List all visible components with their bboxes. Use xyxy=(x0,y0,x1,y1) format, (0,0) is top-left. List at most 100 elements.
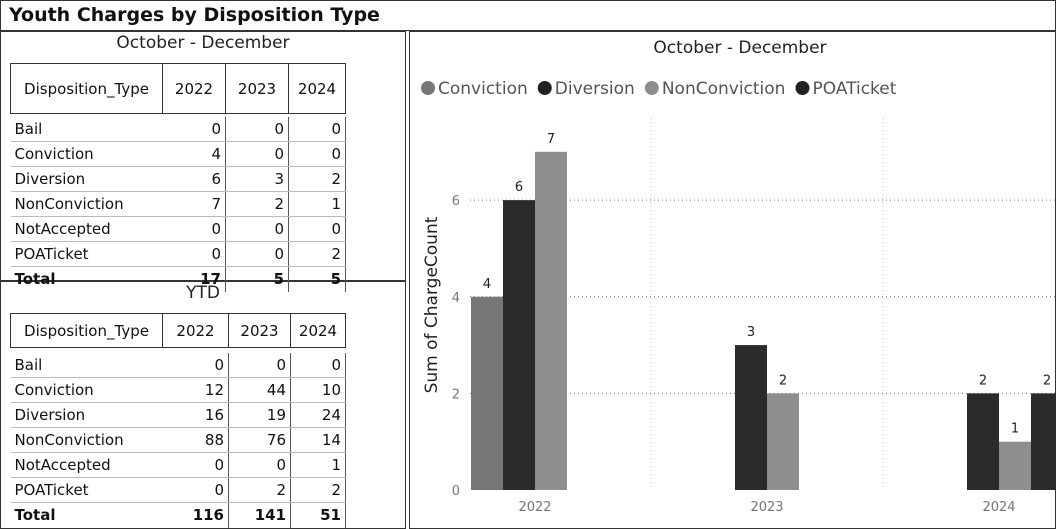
table-row: Disposition_Type 2022 2023 2024 xyxy=(10,313,346,348)
table-cell: 2024 xyxy=(290,313,346,348)
legend-marker xyxy=(644,81,659,95)
table-cell: 2 xyxy=(228,477,291,503)
table-row: POATicket 0 2 2 xyxy=(10,477,346,503)
table-cell: 0 xyxy=(162,477,229,503)
chart-title: October - December xyxy=(653,38,826,58)
legend-label: POATicket xyxy=(812,79,896,99)
table-header: YTD xyxy=(186,283,220,303)
table-cell: 0 xyxy=(288,116,346,142)
table-cell: NotAccepted xyxy=(10,216,163,242)
table-row: Total 116 141 51 xyxy=(10,502,346,528)
table-cell: Conviction xyxy=(10,377,163,403)
legend-label: Diversion xyxy=(555,79,635,99)
table-cell: 2022 xyxy=(162,313,229,348)
data-label: 1 xyxy=(1011,422,1019,437)
bar xyxy=(767,393,799,490)
table-row: Bail 0 0 0 xyxy=(10,352,346,378)
table-row: NotAccepted 0 0 1 xyxy=(10,452,346,478)
table-cell: 2022 xyxy=(162,63,226,114)
table: Disposition_Type 2022 2023 2024 Bail 0 0 0 Convi… xyxy=(10,63,346,292)
table-cell: 0 xyxy=(225,216,289,242)
legend-label: NonConviction xyxy=(662,79,786,99)
table-cell: 0 xyxy=(225,116,289,142)
table-row: Diversion 6 3 2 xyxy=(10,166,346,192)
table-cell: NotAccepted xyxy=(10,452,163,478)
y-tick-label: 4 xyxy=(452,291,460,306)
table-cell: 116 xyxy=(162,502,229,528)
table-cell: 51 xyxy=(290,502,346,528)
table-cell: Bail xyxy=(10,116,163,142)
table-cell: 24 xyxy=(290,402,346,428)
bar xyxy=(503,200,535,490)
table-cell: 14 xyxy=(290,427,346,453)
y-tick-label: 2 xyxy=(452,387,460,402)
data-label: 2 xyxy=(979,373,987,388)
table-row: NotAccepted 0 0 0 xyxy=(10,216,346,242)
table-row: Conviction 12 44 10 xyxy=(10,377,346,403)
table-cell: 17 xyxy=(162,266,226,292)
table-cell: 10 xyxy=(290,377,346,403)
table-cell: 6 xyxy=(162,166,226,192)
bar xyxy=(535,151,567,490)
table-cell: 2024 xyxy=(288,63,346,114)
table-cell: 1 xyxy=(288,191,346,217)
table-cell: 2 xyxy=(288,241,346,267)
table-cell: Disposition_Type xyxy=(10,63,163,114)
table-cell: 5 xyxy=(225,266,289,292)
bar xyxy=(999,441,1031,490)
table-cell: 7 xyxy=(162,191,226,217)
table-cell: 2023 xyxy=(225,63,289,114)
table-cell: POATicket xyxy=(10,241,163,267)
table-cell: Diversion xyxy=(10,166,163,192)
table-cell: 0 xyxy=(290,352,346,378)
table-row: Bail 0 0 0 xyxy=(10,116,346,142)
bar xyxy=(967,393,999,490)
table-cell: 2023 xyxy=(228,313,291,348)
table-cell: 0 xyxy=(225,241,289,267)
bar xyxy=(1031,393,1056,490)
table-cell: NonConviction xyxy=(10,427,163,453)
table-cell: Bail xyxy=(10,352,163,378)
x-tick-label: 2022 xyxy=(518,500,551,515)
table-row: NonConviction 88 76 14 xyxy=(10,427,346,453)
table-cell: 141 xyxy=(228,502,291,528)
table-cell: 19 xyxy=(228,402,291,428)
table-cell: 1 xyxy=(290,452,346,478)
table-cell: 0 xyxy=(162,216,226,242)
table-cell: Total xyxy=(10,266,163,292)
table-cell: 16 xyxy=(162,402,229,428)
table-cell: Diversion xyxy=(10,402,163,428)
bar xyxy=(735,345,767,490)
table-cell: 3 xyxy=(225,166,289,192)
table-cell: 12 xyxy=(162,377,229,403)
y-tick-label: 0 xyxy=(452,484,460,499)
table-cell: 0 xyxy=(162,241,226,267)
data-label: 2 xyxy=(1043,373,1051,388)
table-cell: 2 xyxy=(290,477,346,503)
table-cell: 0 xyxy=(288,141,346,167)
table: Disposition_Type 2022 2023 2024 Bail 0 0 0 Convi… xyxy=(10,313,346,528)
table-header: October - December xyxy=(116,33,290,53)
data-label: 2 xyxy=(779,373,787,388)
legend-label: Conviction xyxy=(438,79,528,99)
table-cell: POATicket xyxy=(10,477,163,503)
table-row: Total 17 5 5 xyxy=(10,266,346,292)
table-row: Conviction 4 0 0 xyxy=(10,141,346,167)
table-cell: 2 xyxy=(288,166,346,192)
legend-marker xyxy=(421,81,435,95)
table-cell: 88 xyxy=(162,427,229,453)
data-label: 3 xyxy=(747,325,755,340)
y-axis-label: Sum of ChargeCount xyxy=(422,216,442,393)
table-cell: 76 xyxy=(228,427,291,453)
table-cell: 0 xyxy=(228,452,291,478)
table-cell: Disposition_Type xyxy=(10,313,163,348)
table-cell: 0 xyxy=(225,141,289,167)
data-label: 4 xyxy=(483,277,491,292)
table-cell: 0 xyxy=(288,216,346,242)
legend-marker xyxy=(537,81,552,95)
table-cell: NonConviction xyxy=(10,191,163,217)
table-cell: 0 xyxy=(228,352,291,378)
table-cell: Total xyxy=(10,502,163,528)
table-cell: 0 xyxy=(162,452,229,478)
